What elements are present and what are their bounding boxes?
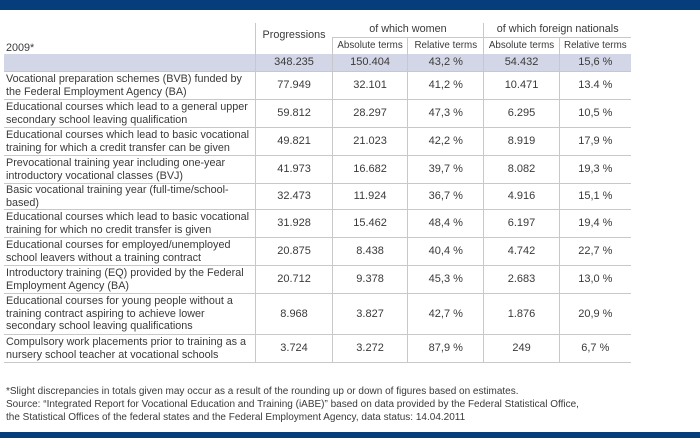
women-absolute-header: Absolute terms: [331, 37, 408, 54]
row-women-absolute: 32.101: [331, 71, 408, 100]
row-progressions: 41.973: [255, 155, 333, 184]
row-women-relative: 40,4 %: [407, 237, 484, 266]
row-foreign-absolute: 249: [483, 334, 560, 363]
row-foreign-relative: 13.4 %: [558, 71, 631, 100]
row-label: Educational courses which lead to basic …: [4, 209, 256, 238]
row-foreign-relative: 10,5 %: [558, 99, 631, 128]
top-banner: [0, 0, 700, 10]
row-women-absolute: 3.272: [331, 334, 408, 363]
row-women-relative: 45,3 %: [407, 265, 484, 294]
row-foreign-absolute: 4.916: [483, 183, 560, 210]
row-women-absolute: 15.462: [331, 209, 408, 238]
row-foreign-absolute: 10.471: [483, 71, 560, 100]
foreign-absolute-header: Absolute terms: [483, 37, 560, 54]
row-progressions: 20.875: [255, 237, 333, 266]
row-progressions: 20.712: [255, 265, 333, 294]
total-foreign-absolute: 54.432: [483, 54, 560, 72]
row-women-absolute: 9.378: [331, 265, 408, 294]
row-women-relative: 41,2 %: [407, 71, 484, 100]
row-foreign-relative: 22,7 %: [558, 237, 631, 266]
row-foreign-relative: 17,9 %: [558, 127, 631, 156]
table-row: Prevocational training year including on…: [4, 155, 631, 184]
total-row: 348.235 150.404 43,2 % 54.432 15,6 %: [4, 54, 631, 72]
table-row: Educational courses which lead to basic …: [4, 127, 631, 156]
women-group-header: of which women: [369, 23, 447, 35]
table-row: Educational courses for young people wit…: [4, 293, 631, 335]
row-foreign-absolute: 1.876: [483, 293, 560, 335]
row-women-relative: 42,7 %: [407, 293, 484, 335]
table-row: Educational courses which lead to basic …: [4, 209, 631, 238]
total-label: [4, 54, 256, 72]
rounding-note: *Slight discrepancies in totals given ma…: [6, 386, 519, 397]
source-line-1: Source: “Integrated Report for Vocationa…: [6, 399, 579, 411]
footnotes: *Slight discrepancies in totals given ma…: [6, 385, 579, 425]
total-women-absolute: 150.404: [331, 54, 408, 72]
row-foreign-absolute: 6.295: [483, 99, 560, 128]
row-progressions: 59.812: [255, 99, 333, 128]
table-row: Vocational preparation schemes (BVB) fun…: [4, 71, 631, 100]
foreign-group-header: of which foreign nationals: [483, 23, 631, 38]
foreign-relative-header: Relative terms: [558, 37, 631, 54]
row-women-absolute: 8.438: [331, 237, 408, 266]
row-women-relative: 39,7 %: [407, 155, 484, 184]
row-foreign-relative: 6,7 %: [558, 334, 631, 363]
row-foreign-relative: 13,0 %: [558, 265, 631, 294]
table-bottom-rule: [4, 362, 631, 363]
row-progressions: 3.724: [255, 334, 333, 363]
row-foreign-absolute: 6.197: [483, 209, 560, 238]
table-row: Educational courses which lead to a gene…: [4, 99, 631, 128]
row-women-relative: 36,7 %: [407, 183, 484, 210]
row-label: Educational courses for employed/unemplo…: [4, 237, 256, 266]
row-women-absolute: 11.924: [331, 183, 408, 210]
row-progressions: 49.821: [255, 127, 333, 156]
row-label: Vocational preparation schemes (BVB) fun…: [4, 71, 256, 100]
total-progressions: 348.235: [255, 54, 333, 72]
row-label: Educational courses for young people wit…: [4, 293, 256, 335]
progressions-header: Progressions: [255, 23, 333, 54]
source-line-2: the Statistical Offices of the federal s…: [6, 412, 466, 424]
row-progressions: 31.928: [255, 209, 333, 238]
row-foreign-relative: 15,1 %: [558, 183, 631, 210]
row-progressions: 32.473: [255, 183, 333, 210]
header-row-subcols: Absolute terms Relative terms Absolute t…: [4, 37, 631, 54]
table-row: Educational courses for employed/unemplo…: [4, 237, 631, 266]
table-row: Introductory training (EQ) provided by t…: [4, 265, 631, 294]
row-women-relative: 47,3 %: [407, 99, 484, 128]
row-women-relative: 42,2 %: [407, 127, 484, 156]
table-row: Basic vocational training year (full-tim…: [4, 183, 631, 210]
row-foreign-absolute: 2.683: [483, 265, 560, 294]
bottom-banner: [0, 432, 700, 438]
row-women-absolute: 28.297: [331, 99, 408, 128]
row-women-relative: 87,9 %: [407, 334, 484, 363]
women-relative-header: Relative terms: [407, 37, 484, 54]
row-progressions: 77.949: [255, 71, 333, 100]
row-women-absolute: 21.023: [331, 127, 408, 156]
row-label: Educational courses which lead to basic …: [4, 127, 256, 156]
total-foreign-relative: 15,6 %: [558, 54, 631, 72]
row-label: Educational courses which lead to a gene…: [4, 99, 256, 128]
progressions-table: 2009* Progressions of which women of whi…: [4, 23, 631, 363]
row-foreign-relative: 19,4 %: [558, 209, 631, 238]
row-label: Basic vocational training year (full-tim…: [4, 183, 256, 210]
total-women-relative: 43,2 %: [407, 54, 484, 72]
row-foreign-relative: 19,3 %: [558, 155, 631, 184]
row-label: Compulsory work placements prior to trai…: [4, 334, 256, 363]
row-foreign-absolute: 4.742: [483, 237, 560, 266]
row-women-relative: 48,4 %: [407, 209, 484, 238]
row-women-absolute: 3.827: [331, 293, 408, 335]
table-row: Compulsory work placements prior to trai…: [4, 334, 631, 363]
row-foreign-relative: 20,9 %: [558, 293, 631, 335]
header-row-groups: 2009* Progressions of which women of whi…: [4, 23, 631, 54]
row-progressions: 8.968: [255, 293, 333, 335]
row-foreign-absolute: 8.919: [483, 127, 560, 156]
row-women-absolute: 16.682: [331, 155, 408, 184]
year-header: 2009*: [6, 41, 35, 54]
row-label: Introductory training (EQ) provided by t…: [4, 265, 256, 294]
row-label: Prevocational training year including on…: [4, 155, 256, 184]
row-foreign-absolute: 8.082: [483, 155, 560, 184]
